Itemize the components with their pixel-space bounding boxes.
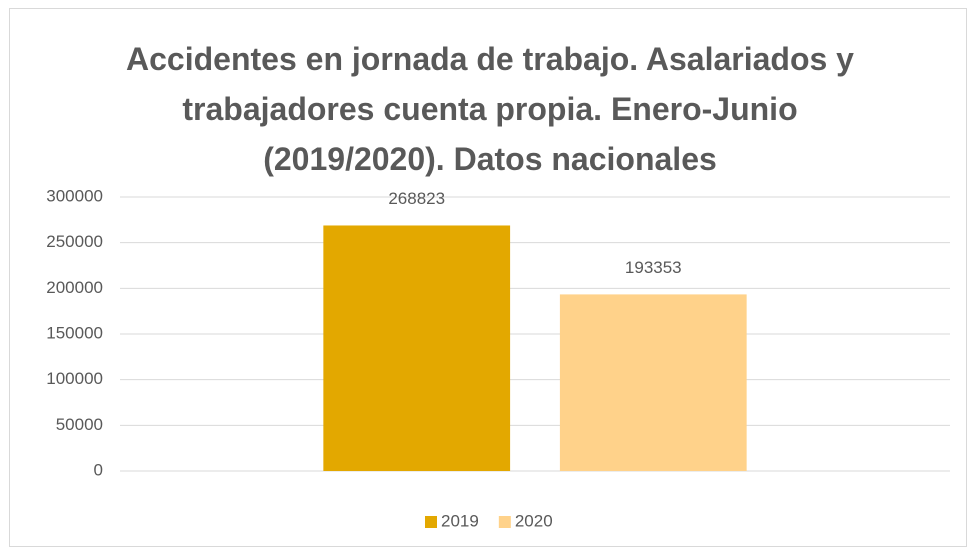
- y-tick-label: 300000: [46, 186, 103, 205]
- y-tick-label: 0: [94, 460, 103, 479]
- data-label: 193353: [625, 258, 682, 277]
- legend-label: 2019: [441, 511, 479, 530]
- data-label: 268823: [388, 189, 445, 208]
- legend-swatch: [425, 516, 437, 528]
- y-tick-label: 150000: [46, 323, 103, 342]
- y-tick-label: 200000: [46, 278, 103, 297]
- bar: [323, 225, 511, 471]
- y-tick-label: 100000: [46, 369, 103, 388]
- bar: [559, 294, 747, 471]
- legend-label: 2020: [515, 511, 553, 530]
- legend-swatch: [498, 516, 511, 528]
- chart-frame: [9, 8, 967, 547]
- chart-title: Accidentes en jornada de trabajo. Asalar…: [126, 41, 854, 177]
- y-tick-label: 250000: [46, 232, 103, 251]
- y-tick-label: 50000: [56, 415, 103, 434]
